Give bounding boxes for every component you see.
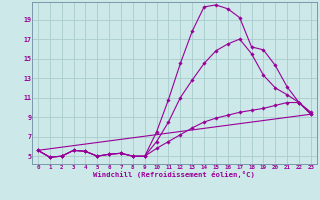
X-axis label: Windchill (Refroidissement éolien,°C): Windchill (Refroidissement éolien,°C) [93,171,255,178]
